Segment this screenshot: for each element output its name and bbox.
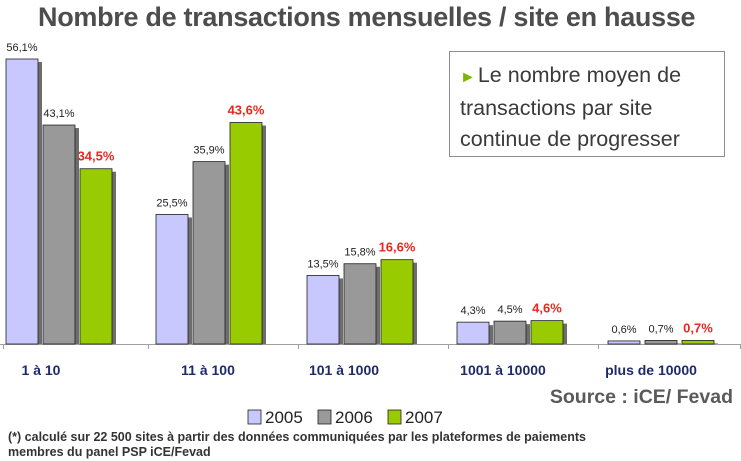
- category-label: 1 à 10: [22, 362, 61, 378]
- bar-2007: [530, 320, 564, 345]
- bar-2005: [306, 275, 340, 345]
- category-label: plus de 10000: [605, 362, 697, 378]
- callout-text-1: Le nombre moyen de: [477, 63, 682, 87]
- callout-line-3: continue de progresser: [460, 127, 680, 151]
- callout-line-2: transactions par site: [460, 96, 653, 120]
- bar-2007: [380, 259, 414, 345]
- data-label-2007: 4,6%: [532, 301, 562, 316]
- legend-swatch-2005: [247, 409, 262, 425]
- data-label-2007: 34,5%: [78, 149, 115, 164]
- data-label-2005: 13,5%: [307, 258, 338, 270]
- data-label-2005: 0,6%: [611, 324, 636, 336]
- bar-2007: [681, 340, 715, 345]
- category-label: 101 à 1000: [309, 362, 379, 378]
- bar-2007: [229, 122, 263, 345]
- chart-title: Nombre de transactions mensuelles / site…: [38, 2, 696, 32]
- category-label: 11 à 100: [181, 362, 235, 378]
- source-label: Source : iCE/ Fevad: [549, 386, 733, 408]
- data-label-2006: 0,7%: [648, 323, 673, 335]
- legend-label-2007: 2007: [405, 408, 443, 427]
- data-label-2006: 15,8%: [344, 247, 375, 259]
- callout-box: ►Le nombre moyen de transactions par sit…: [449, 51, 725, 157]
- bar-2007: [79, 168, 113, 345]
- bar-2006: [644, 340, 678, 345]
- data-label-2006: 4,5%: [497, 304, 522, 316]
- footnote-line-2: membres du panel PSP iCE/Fevad: [8, 445, 211, 459]
- bar-2005: [155, 214, 189, 345]
- legend-label-2006: 2006: [335, 408, 373, 427]
- legend-swatch-2007: [387, 409, 402, 425]
- data-label-2007: 0,7%: [683, 320, 713, 335]
- footnote: (*) calculé sur 22 500 sites à partir de…: [8, 430, 586, 460]
- bar-2005: [607, 340, 641, 345]
- bar-2006: [42, 124, 76, 345]
- data-label-2005: 56,1%: [6, 42, 37, 54]
- bar-2006: [192, 161, 226, 345]
- legend-label-2005: 2005: [265, 408, 303, 427]
- legend-swatch-2006: [317, 409, 332, 425]
- triangle-right-icon: ►: [460, 69, 476, 86]
- data-label-2005: 25,5%: [156, 197, 187, 209]
- bar-2006: [343, 263, 377, 345]
- data-label-2006: 35,9%: [193, 145, 224, 157]
- bar-2005: [5, 58, 39, 345]
- data-label-2007: 43,6%: [228, 103, 265, 118]
- footnote-line-1: (*) calculé sur 22 500 sites à partir de…: [8, 430, 587, 444]
- data-label-2005: 4,3%: [460, 305, 485, 317]
- data-label-2007: 16,6%: [379, 240, 416, 255]
- bar-2006: [493, 320, 527, 345]
- category-label: 1001 à 10000: [460, 362, 546, 378]
- data-label-2006: 43,1%: [43, 108, 74, 120]
- bar-2005: [456, 321, 490, 345]
- callout-line-1: ►Le nombre moyen de: [460, 60, 716, 93]
